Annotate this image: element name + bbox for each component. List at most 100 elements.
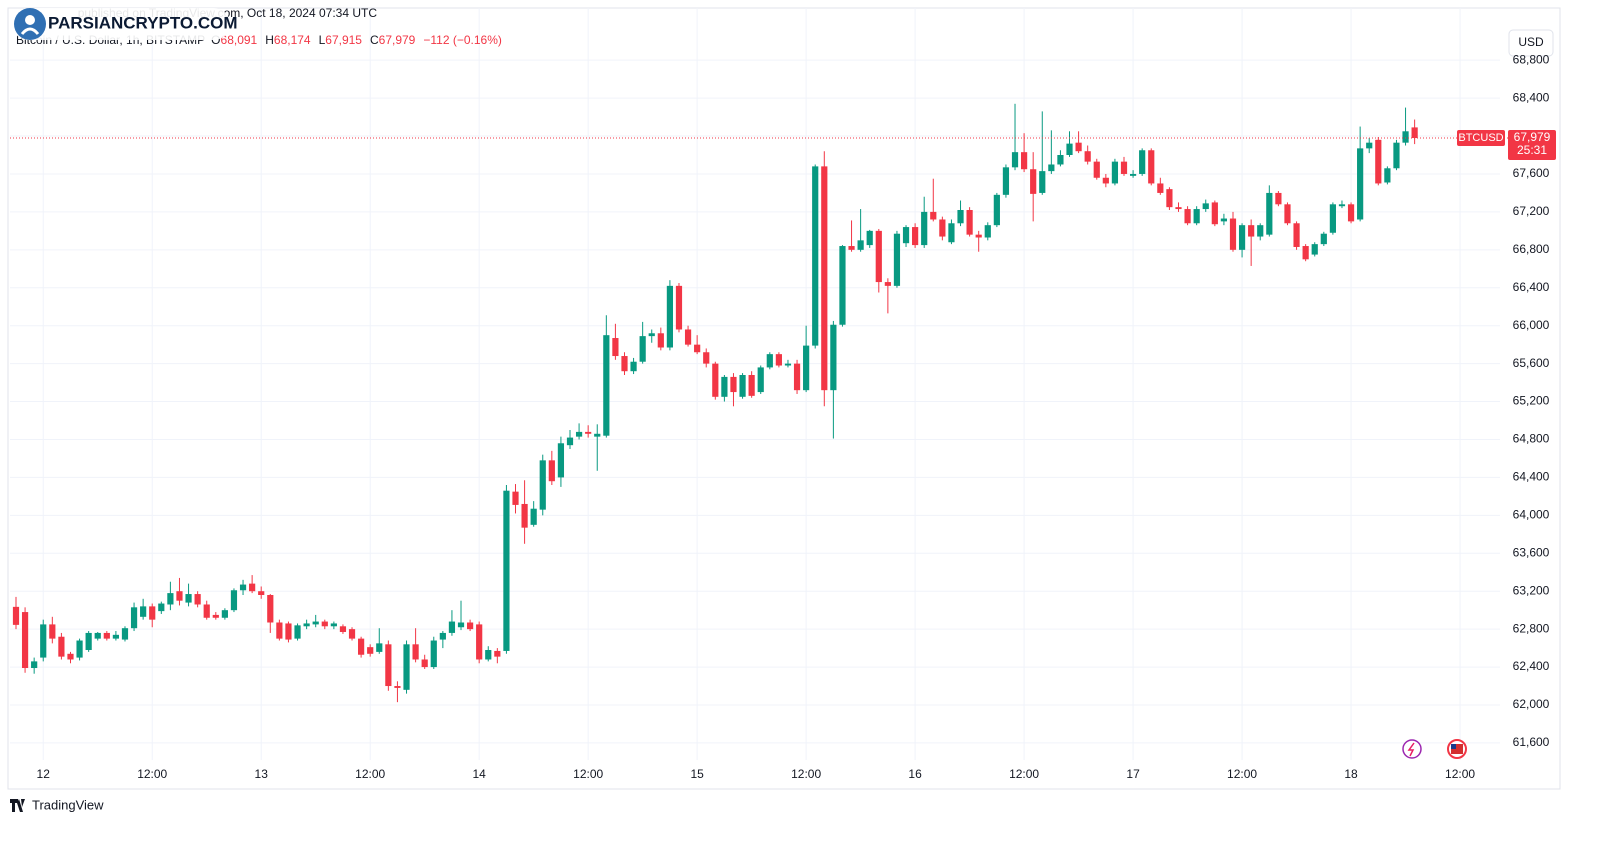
- candle-body: [603, 335, 610, 436]
- candle-body: [1093, 161, 1100, 178]
- candle-body: [721, 376, 728, 397]
- candle-body: [948, 223, 955, 243]
- candle-body: [130, 607, 138, 629]
- event-icons: [1402, 739, 1467, 759]
- candle-body: [176, 591, 183, 601]
- x-tick-label: 12:00: [137, 767, 167, 781]
- candle-body: [521, 503, 528, 528]
- candle-body: [367, 647, 374, 654]
- ohlc-legend: O 68,091 H 68,174 L 67,915 C 67,979 −112 (−0.16%…: [211, 33, 502, 47]
- candle-body: [848, 246, 855, 250]
- candle-body: [557, 443, 565, 478]
- candle-body: [230, 590, 238, 611]
- candle-body: [530, 508, 537, 525]
- candle-body: [94, 632, 101, 639]
- candle-body: [485, 650, 492, 660]
- brand: TradingView: [10, 797, 104, 812]
- candle-body: [1211, 202, 1218, 225]
- candle-body: [21, 612, 29, 669]
- x-tick-label: 12:00: [355, 767, 385, 781]
- candle-body: [930, 211, 937, 220]
- event-icon[interactable]: [1402, 739, 1422, 759]
- symbol-tag-text: BTCUSD: [1458, 132, 1503, 144]
- y-tick-label: 62,800: [1513, 621, 1550, 635]
- y-tick-label: 64,000: [1513, 508, 1550, 522]
- x-tick-label: 18: [1344, 767, 1358, 781]
- candle-body: [639, 336, 646, 362]
- candle-body: [121, 628, 129, 640]
- candle-body: [1039, 171, 1046, 193]
- candle-body: [1066, 143, 1073, 155]
- candle-body: [1075, 142, 1082, 152]
- candle-body: [448, 621, 456, 633]
- candle-body: [185, 594, 192, 603]
- candle-body: [1375, 139, 1382, 184]
- candle-body: [358, 638, 365, 655]
- price-tag-countdown: 25:31: [1517, 143, 1547, 157]
- y-tick-label: 67,200: [1513, 204, 1550, 218]
- y-tick-label: 68,400: [1513, 90, 1550, 104]
- candle-body: [512, 491, 519, 505]
- candle-body: [957, 210, 964, 224]
- chart-frame: [7, 7, 1561, 790]
- candle-body: [276, 622, 283, 639]
- candle-body: [1057, 155, 1064, 165]
- candle-body: [1202, 203, 1209, 210]
- brand-text: TradingView: [32, 797, 104, 812]
- candle-body: [1048, 164, 1055, 172]
- candle-body: [902, 227, 910, 244]
- candle-body: [1338, 204, 1346, 207]
- candle-body: [1366, 142, 1373, 149]
- candle-body: [621, 356, 628, 372]
- candle-body: [258, 591, 265, 595]
- legend-key: L: [319, 33, 326, 47]
- candle-body: [1111, 161, 1119, 184]
- candle-body: [58, 636, 65, 657]
- candle-body: [839, 246, 846, 325]
- x-tick-label: 12:00: [1009, 767, 1039, 781]
- x-tick-label: 17: [1126, 767, 1140, 781]
- watermark: PARSIANCRYPTO.COM: [12, 8, 238, 40]
- candle-body: [1011, 152, 1019, 168]
- legend-value: 67,979: [379, 33, 416, 47]
- x-tick-label: 13: [255, 767, 269, 781]
- candle-body: [140, 606, 147, 617]
- candle-body: [975, 234, 982, 238]
- candle-body: [575, 431, 583, 437]
- x-tick-label: 12:00: [791, 767, 821, 781]
- y-tick-label: 66,800: [1513, 242, 1550, 256]
- y-tick-label: 61,600: [1513, 735, 1550, 749]
- candle-body: [285, 623, 292, 640]
- candle-body: [303, 623, 310, 627]
- candle-body: [376, 643, 383, 652]
- currency-button[interactable]: [1508, 29, 1554, 57]
- candle-body: [884, 282, 891, 286]
- event-icon-flag-canton: [1451, 744, 1456, 749]
- candle-body: [684, 329, 692, 345]
- legend-value: 68,091: [221, 33, 258, 47]
- candle-body: [1193, 209, 1200, 224]
- y-tick-label: 64,400: [1513, 470, 1550, 484]
- candle-body: [1393, 142, 1400, 169]
- candle-body: [1157, 183, 1164, 193]
- candle-body: [875, 230, 882, 283]
- candle-body: [666, 285, 674, 348]
- candle-body: [67, 653, 74, 660]
- candle-body: [1229, 218, 1237, 250]
- candle-body: [1129, 173, 1137, 176]
- legend-key: H: [265, 33, 274, 47]
- candle-body: [1184, 209, 1191, 224]
- candle-body: [1266, 192, 1273, 235]
- candle-body: [421, 659, 428, 668]
- candle-body: [893, 233, 901, 286]
- candle-body: [1102, 177, 1109, 184]
- y-tick-label: 63,600: [1513, 545, 1550, 559]
- candle-body: [921, 211, 928, 246]
- candle-body: [348, 629, 356, 639]
- candle-body: [812, 166, 819, 346]
- candle-body: [312, 621, 319, 625]
- candle-body: [1402, 131, 1409, 143]
- candle-body: [321, 621, 328, 627]
- candle-body: [439, 632, 446, 640]
- candle-body: [1320, 233, 1327, 245]
